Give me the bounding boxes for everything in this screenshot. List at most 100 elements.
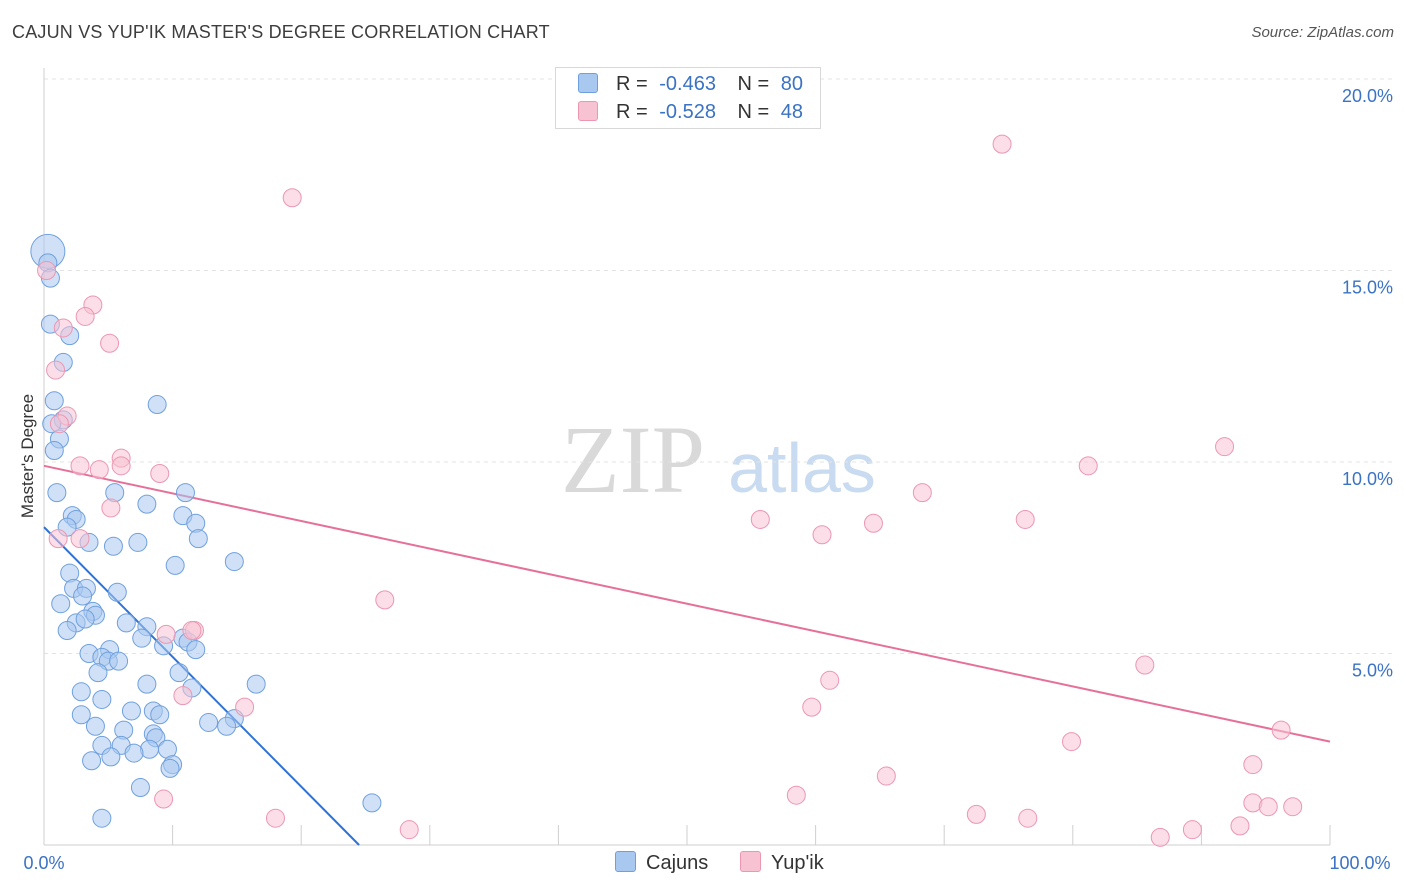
data-point [1135, 655, 1155, 675]
data-point [150, 463, 170, 483]
data-point [375, 590, 395, 610]
data-point [1150, 827, 1170, 847]
stats-legend: R = -0.463 N = 80 R = -0.528 N = 48 [555, 67, 821, 129]
data-point [137, 674, 157, 694]
data-point [92, 689, 112, 709]
data-point [150, 705, 170, 725]
data-point [49, 414, 69, 434]
data-point [160, 758, 180, 778]
y-tick-label: 15.0% [1342, 278, 1393, 298]
bottom-legend-cajuns: Cajuns [615, 851, 708, 875]
data-point [75, 609, 95, 629]
legend-r-value: -0.463 [659, 73, 716, 95]
data-point [1215, 437, 1235, 457]
data-point [75, 306, 95, 326]
data-point [101, 498, 121, 518]
data-point [912, 483, 932, 503]
legend-swatch-yupik [578, 101, 598, 121]
data-point [175, 483, 195, 503]
legend-r-value: -0.528 [659, 101, 716, 123]
gridlines [44, 78, 1395, 654]
legend-r-label: R = [616, 101, 648, 123]
data-point [147, 395, 167, 415]
data-point [1243, 755, 1263, 775]
bottom-legend-swatch-yupik [740, 851, 761, 872]
data-point [44, 441, 64, 461]
data-point [46, 360, 66, 380]
data-point [130, 778, 150, 798]
data-point [812, 525, 832, 545]
data-point [246, 674, 266, 694]
data-point [399, 820, 419, 840]
data-point [169, 663, 189, 683]
data-point [786, 785, 806, 805]
data-point [103, 536, 123, 556]
data-point [121, 701, 141, 721]
data-point [1271, 720, 1291, 740]
data-point [71, 705, 91, 725]
legend-n-value: 48 [780, 101, 804, 123]
data-point [282, 188, 302, 208]
data-point [820, 670, 840, 690]
legend-r-label: R = [616, 73, 648, 95]
series-cajuns [30, 233, 382, 828]
data-point [173, 686, 193, 706]
data-point [107, 582, 127, 602]
x-tick-label: 100.0% [1329, 853, 1390, 873]
watermark-atlas: atlas [728, 429, 876, 507]
data-point [876, 766, 896, 786]
y-axis-label: Master's Degree [18, 393, 37, 519]
data-point [217, 716, 237, 736]
data-point [47, 483, 67, 503]
bottom-legend-swatch-cajuns [615, 851, 636, 872]
y-tick-label: 20.0% [1342, 86, 1393, 106]
data-point [188, 529, 208, 549]
data-point [154, 789, 174, 809]
data-point [1018, 808, 1038, 828]
data-point [44, 391, 64, 411]
data-point [53, 318, 73, 338]
data-point [71, 682, 91, 702]
bottom-legend-label-yupik: Yup'ik [771, 852, 824, 874]
bottom-legend-yupik: Yup'ik [740, 851, 824, 875]
data-point [199, 712, 219, 732]
source-label: Source: ZipAtlas.com [1251, 24, 1394, 41]
data-point [1283, 797, 1303, 817]
data-point [156, 624, 176, 644]
data-point [109, 651, 129, 671]
data-point [362, 793, 382, 813]
data-point [128, 532, 148, 552]
y-tick-label: 10.0% [1342, 469, 1393, 489]
data-point [116, 613, 136, 633]
trend-line-yupik [43, 464, 1331, 743]
legend-n-label: N = [737, 73, 770, 95]
data-point [88, 663, 108, 683]
data-point [92, 808, 112, 828]
data-point [863, 513, 883, 533]
legend-n-label: N = [737, 101, 770, 123]
y-tick-label: 5.0% [1352, 661, 1393, 681]
data-point [165, 555, 185, 575]
data-point [85, 716, 105, 736]
data-point [224, 552, 244, 572]
legend-n-value: 80 [780, 73, 804, 95]
data-point [186, 640, 206, 660]
data-point [1078, 456, 1098, 476]
trend-lines [43, 464, 1331, 846]
data-point [57, 621, 77, 641]
data-point [48, 529, 68, 549]
data-point [235, 697, 255, 717]
data-point [750, 509, 770, 529]
data-point [70, 529, 90, 549]
watermark-zip: ZIP [561, 406, 705, 513]
data-point [89, 460, 109, 480]
legend-row-cajuns: R = -0.463 N = 80 [578, 73, 803, 99]
x-tick-label: 0.0% [23, 853, 64, 873]
data-point [992, 134, 1012, 154]
legend-swatch-cajuns [578, 73, 598, 93]
data-point [182, 621, 202, 641]
data-point [1258, 797, 1278, 817]
data-points [30, 134, 1303, 847]
data-point [37, 261, 57, 280]
